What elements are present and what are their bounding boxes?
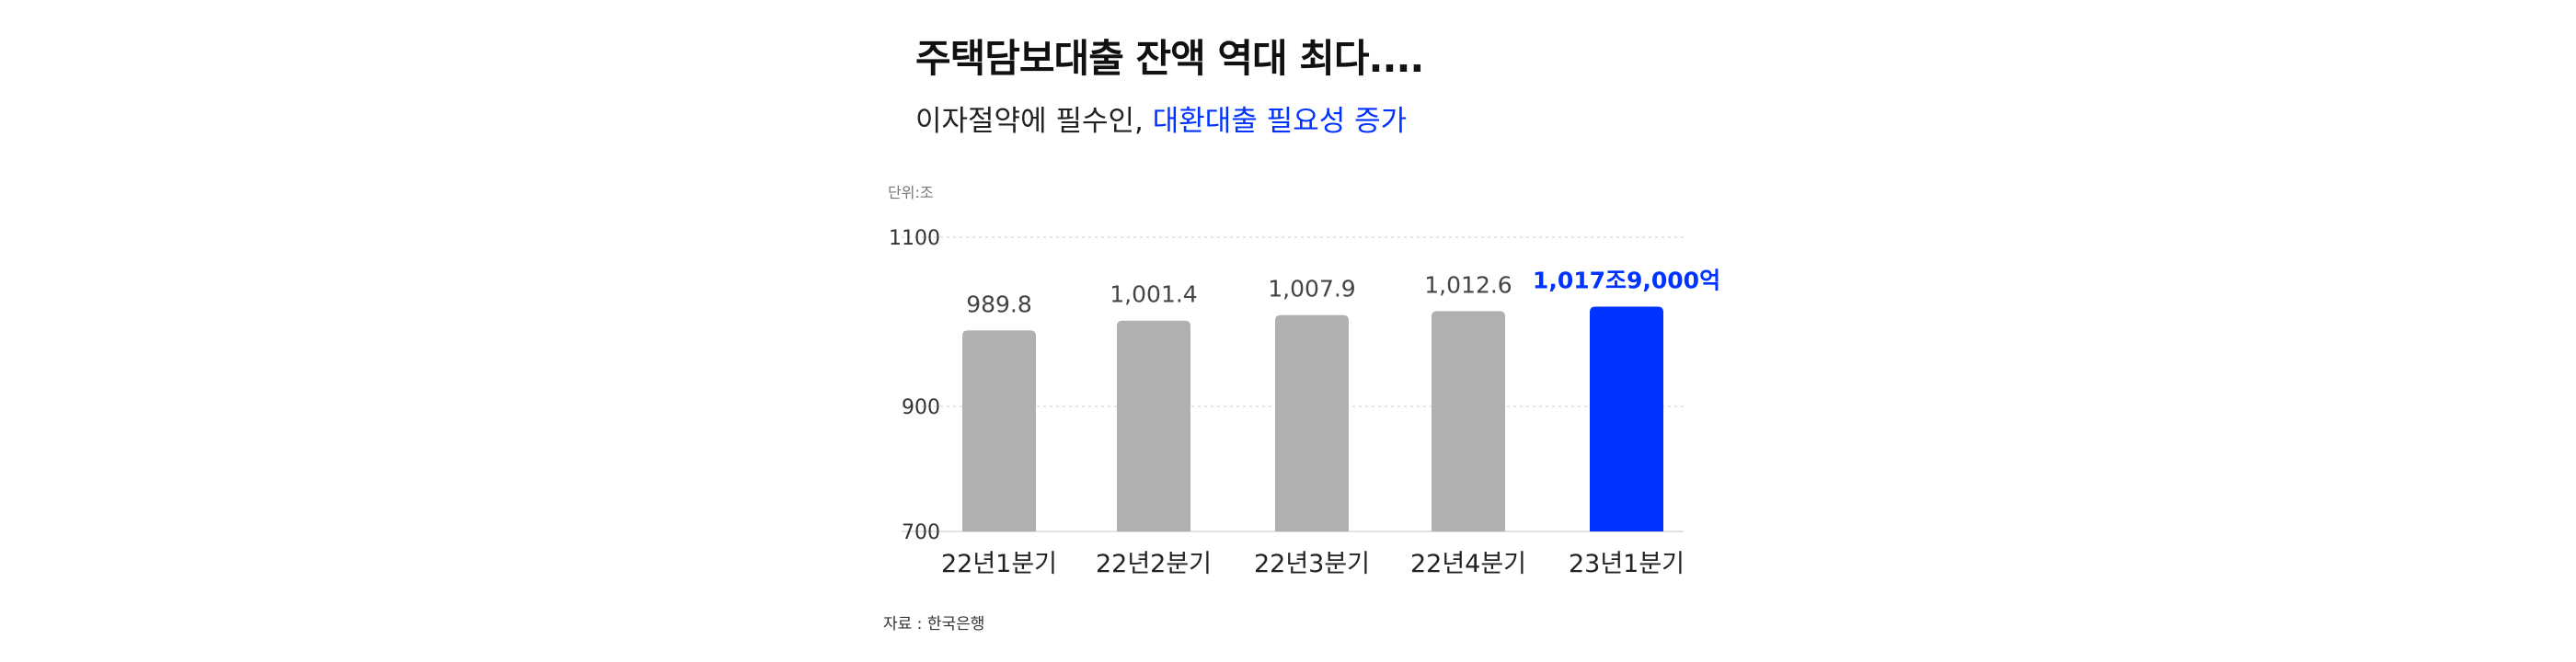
x-tick-label: 22년4분기 [1410, 550, 1526, 578]
bar [1275, 314, 1349, 531]
bars [962, 306, 1663, 531]
chart-subtitle: 이자절약에 필수인, 대환대출 필요성 증가 [915, 97, 1407, 139]
x-tick-label: 22년1분기 [941, 550, 1057, 578]
x-tick-label: 22년2분기 [1096, 550, 1212, 578]
data-labels: 989.8 1,001.4 1,007.9 1,012.6 1,017조9,000억 [966, 268, 1720, 318]
unit-label: 단위:조 [888, 184, 934, 201]
y-axis-ticks: 700 900 1100 [889, 227, 940, 544]
bar [962, 330, 1036, 531]
x-axis-labels: 22년1분기 22년2분기 22년3분기 22년4분기 23년1분기 [941, 550, 1685, 578]
subtitle-highlight: 대환대출 필요성 증가 [1152, 105, 1408, 138]
data-label: 1,017조9,000억 [1533, 268, 1720, 294]
data-label: 989.8 [966, 291, 1032, 317]
x-tick-label: 23년1분기 [1569, 550, 1685, 578]
y-tick-label: 700 [902, 521, 940, 544]
x-tick-label: 22년3분기 [1254, 550, 1370, 578]
data-label: 1,001.4 [1110, 281, 1197, 308]
bar-highlight [1590, 306, 1663, 531]
data-label: 1,012.6 [1424, 271, 1512, 298]
chart-title: 주택담보대출 잔액 역대 최다.... [915, 36, 1424, 81]
subtitle-text: 이자절약에 필수인, [915, 105, 1153, 138]
y-tick-label: 1100 [889, 227, 940, 250]
y-tick-label: 900 [902, 396, 940, 419]
bar [1432, 311, 1505, 531]
data-label: 1,007.9 [1268, 276, 1355, 302]
source-note: 자료 : 한국은행 [883, 615, 985, 633]
bar [1117, 320, 1190, 531]
